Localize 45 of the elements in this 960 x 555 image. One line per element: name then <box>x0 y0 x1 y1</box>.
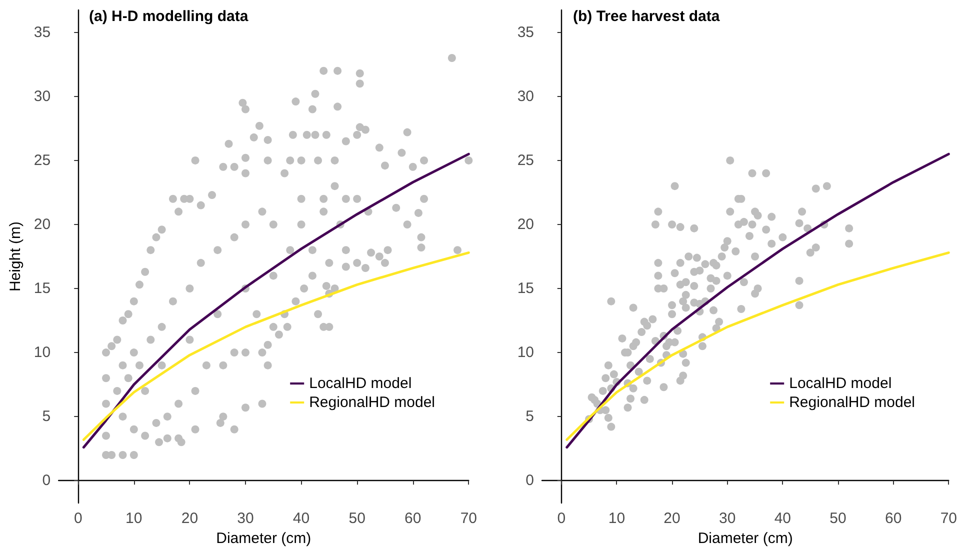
x-axis-title: Diameter (cm) <box>216 530 312 547</box>
y-tick-label: 15 <box>34 280 51 298</box>
y-tick-label: 5 <box>42 408 51 426</box>
legend-label: RegionalHD model <box>309 394 436 411</box>
chart-title: (a) H-D modelling data <box>89 8 249 25</box>
y-tick-label: 25 <box>517 152 534 169</box>
x-axis-title: Diameter (cm) <box>698 530 793 547</box>
y-tick-label: 20 <box>34 216 51 233</box>
legend-label: LocalHD model <box>309 375 412 392</box>
legend-label: LocalHD model <box>789 375 892 392</box>
y-tick-label: 10 <box>34 344 51 362</box>
x-tick-label: 0 <box>74 510 82 527</box>
y-axis-title: Height (m) <box>7 221 24 292</box>
y-tick-label: 10 <box>517 344 534 362</box>
x-tick-label: 70 <box>460 510 477 527</box>
line-series <box>566 251 950 441</box>
x-tick-label: 0 <box>557 510 566 527</box>
y-tick-label: 35 <box>517 24 534 41</box>
y-tick-label: 5 <box>526 408 534 426</box>
x-tick-label: 50 <box>830 510 846 527</box>
y-tick-label: 20 <box>517 216 534 233</box>
x-tick-label: 20 <box>181 510 198 527</box>
y-tick-label: 30 <box>517 88 534 105</box>
x-tick-label: 60 <box>404 510 422 527</box>
x-tick-label: 30 <box>237 510 254 527</box>
x-tick-label: 40 <box>774 510 792 527</box>
x-tick-label: 10 <box>608 510 626 527</box>
legend-label: RegionalHD model <box>789 394 916 411</box>
y-tick-label: 30 <box>34 88 51 105</box>
line-series <box>566 152 950 449</box>
x-tick-label: 40 <box>292 510 310 527</box>
y-tick-label: 15 <box>517 280 534 298</box>
x-tick-label: 10 <box>126 510 142 527</box>
x-tick-label: 70 <box>940 510 957 527</box>
y-tick-label: 0 <box>42 472 51 490</box>
x-tick-label: 20 <box>664 510 680 527</box>
chart-title: (b) Tree harvest data <box>573 8 720 25</box>
y-tick-label: 0 <box>526 472 534 490</box>
y-tick-label: 35 <box>34 24 51 41</box>
x-tick-label: 50 <box>348 510 366 527</box>
x-tick-label: 60 <box>884 510 902 527</box>
line-series <box>82 251 470 441</box>
line-series <box>82 152 470 449</box>
y-tick-label: 25 <box>34 152 51 169</box>
x-tick-label: 30 <box>719 510 736 527</box>
